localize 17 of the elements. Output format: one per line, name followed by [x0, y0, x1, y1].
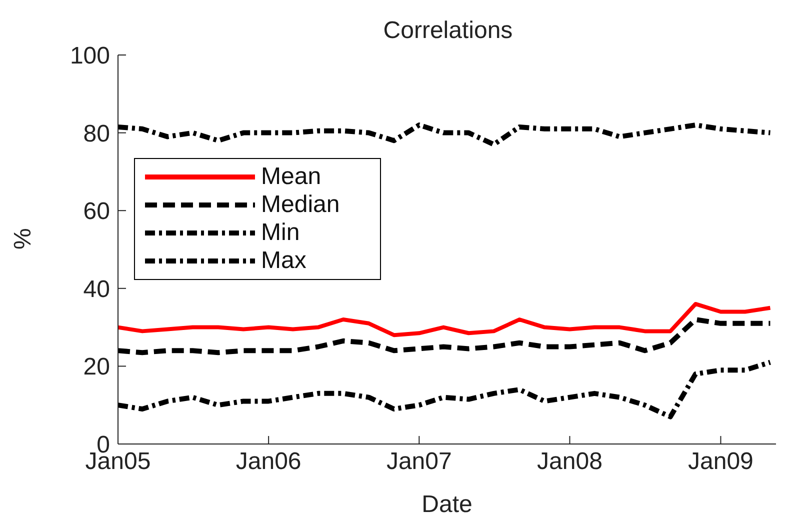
chart-title: Correlations — [383, 17, 513, 44]
x-tick-label: Jan08 — [537, 448, 602, 476]
y-tick-label: 80 — [83, 120, 110, 148]
y-tick-label: 100 — [70, 42, 110, 70]
legend-label: Mean — [261, 163, 322, 191]
y-tick-label: 60 — [83, 198, 110, 226]
x-tick-label: Jan09 — [688, 448, 754, 476]
legend-label: Max — [261, 247, 306, 275]
x-tick-label: Jan06 — [236, 448, 302, 476]
x-axis-title: Date — [422, 491, 472, 518]
y-tick-label: 40 — [83, 276, 110, 303]
y-tick-label: 20 — [83, 354, 110, 381]
legend-label: Min — [261, 219, 300, 247]
legend-label: Median — [261, 191, 340, 219]
line-series — [118, 302, 772, 338]
x-tick-label: Jan07 — [386, 448, 452, 476]
y-axis-title: % — [10, 228, 37, 250]
